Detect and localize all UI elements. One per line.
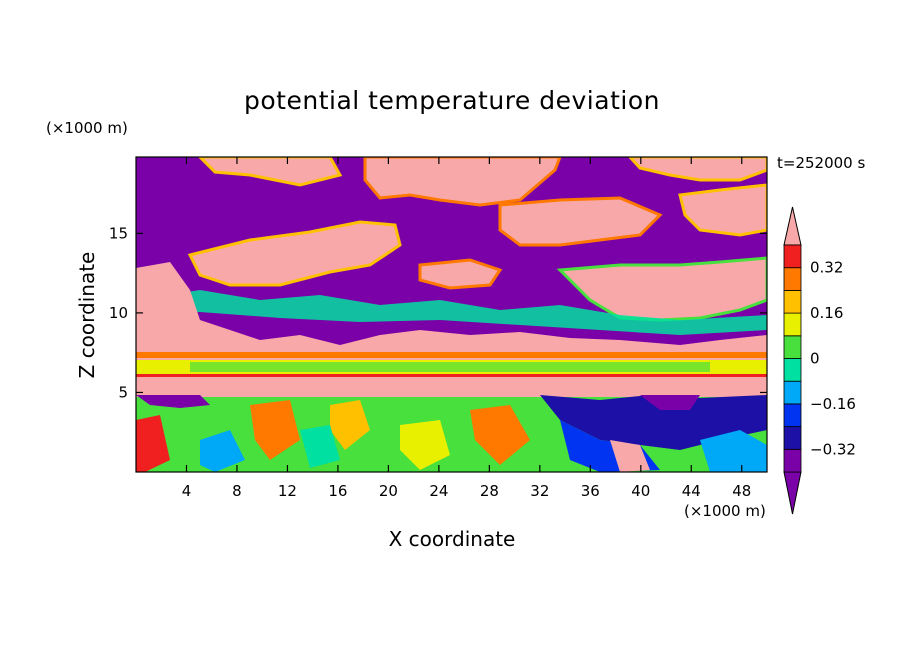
warm-region [610,440,650,472]
x-axis: 4 8 12 16 20 24 28 32 36 40 44 48 [182,157,751,500]
x-tick-label: 32 [530,482,549,500]
cool-region [200,430,245,472]
x-tick-label: 48 [732,482,751,500]
x-tick-label: 24 [429,482,448,500]
warm-region [136,262,767,350]
warm-band [136,374,767,377]
mixed-band [136,290,767,335]
colorbar-extend-min [783,471,802,515]
colorbar-swatch [783,312,802,337]
x-tick-label: 16 [328,482,347,500]
x-tick-label: 20 [379,482,398,500]
colorbar-swatch [783,267,802,291]
warm-region [498,196,663,247]
warm-region [330,400,370,450]
colorbar: 0.32 0.16 0 −0.16 −0.32 [783,206,856,515]
x-tick-label: 44 [682,482,701,500]
warm-region [363,157,562,207]
warm-region [250,400,300,460]
warm-region [627,157,767,182]
heatmap-field [136,157,767,472]
x-tick-label: 40 [631,482,650,500]
y-tick-label: 15 [109,224,128,242]
warm-region [418,258,503,290]
colorbar-swatch [783,380,802,405]
y-axis: 5 10 15 [109,224,767,401]
warm-region [187,220,402,287]
x-tick-label: 36 [581,482,600,500]
warm-region [400,420,450,470]
colorbar-tick-label: 0.32 [810,259,843,277]
cool-region [300,425,340,468]
colorbar-tick-label: 0 [810,350,820,368]
x-tick-label: 4 [182,482,192,500]
x-axis-label: X coordinate [388,527,516,551]
colorbar-swatch [783,426,802,450]
x-axis-unit: (×1000 m) [684,502,766,520]
colorbar-tick-label: −0.32 [810,440,856,458]
time-label: t=252000 s [777,154,866,172]
y-tick-label: 5 [118,383,128,401]
warm-region [470,405,530,465]
cool-region [136,395,210,408]
colorbar-tick-label: −0.16 [810,395,856,413]
x-tick-label: 12 [278,482,297,500]
colorbar-swatch [783,335,802,359]
colorbar-swatch [783,289,802,314]
colorbar-extend-max [783,206,802,246]
colorbar-swatch [783,403,802,427]
cool-region [540,395,767,450]
neutral-band [190,362,710,372]
colorbar-tick-label: 0.16 [810,304,843,322]
warm-region [197,157,343,187]
warm-region [136,415,170,472]
plot-frame [135,156,768,473]
colorbar-swatch [783,244,802,269]
y-axis-unit: (×1000 m) [46,119,128,137]
warm-band [136,352,767,358]
x-tick-label: 8 [232,482,242,500]
warm-band [136,377,767,397]
y-tick-label: 10 [109,304,128,322]
cool-region [640,395,700,410]
warm-region [678,183,767,237]
cool-region [700,430,767,472]
colorbar-swatch [783,358,802,382]
colorbar-swatch [783,448,802,473]
chart-title: potential temperature deviation [244,86,660,115]
x-tick-label: 28 [480,482,499,500]
